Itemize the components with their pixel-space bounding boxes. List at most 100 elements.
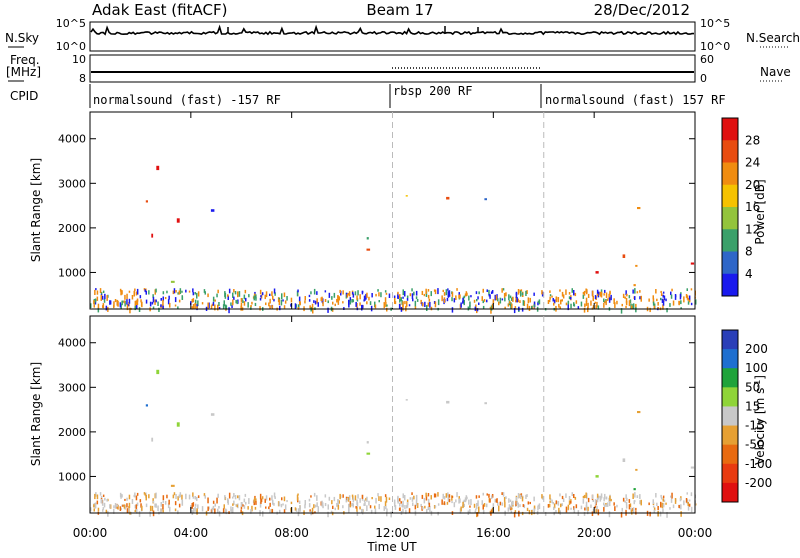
power-ground-echo (196, 292, 198, 299)
velocity-ground-echo (283, 496, 286, 502)
velocity-ground-echo (304, 504, 306, 509)
power-ground-echo (652, 298, 655, 304)
power-ground-echo (686, 288, 688, 291)
power-ground-echo (629, 299, 632, 304)
velocity-ground-echo (281, 497, 283, 501)
velocity-ground-echo (333, 496, 336, 502)
power-ground-echo (655, 289, 657, 294)
velocity-ground-echo (402, 505, 404, 508)
velocity-ground-echo (437, 503, 440, 506)
velocity-ground-echo (553, 511, 555, 516)
velocity-ground-echo (526, 494, 528, 497)
power-ground-echo (448, 290, 451, 296)
power-ground-echo (236, 300, 238, 305)
power-ground-echo (509, 295, 512, 299)
power-ground-echo (212, 296, 215, 302)
power-ground-echo (192, 304, 195, 310)
power-ground-echo (255, 294, 257, 299)
velocity-ground-echo (265, 506, 267, 509)
power-ground-echo (512, 296, 514, 302)
velocity-ground-echo (640, 499, 642, 506)
velocity-ground-echo (560, 503, 562, 508)
power-ground-echo (359, 294, 361, 300)
velocity-ground-echo (361, 508, 364, 515)
velocity-ground-echo (232, 496, 234, 499)
velocity-ground-echo (606, 502, 609, 507)
velocity-ground-echo (197, 504, 199, 509)
power-ground-echo (366, 301, 368, 305)
power-ground-echo (597, 293, 600, 298)
velocity-ground-echo (385, 506, 387, 510)
power-ground-echo (233, 289, 235, 293)
velocity-ground-echo (155, 503, 157, 508)
velocity-ground-echo (613, 502, 615, 506)
power-ground-echo (299, 301, 301, 305)
velocity-ground-echo (331, 500, 333, 505)
velocity-ground-echo (106, 499, 108, 502)
power-ground-echo (482, 288, 484, 293)
velocity-ground-echo (475, 508, 477, 511)
velocity-ground-echo (574, 496, 577, 500)
velocity-ground-echo (541, 494, 543, 499)
power-ground-echo (411, 293, 414, 299)
power-ground-echo (584, 303, 586, 308)
power-ground-echo (327, 300, 329, 304)
velocity-ground-echo (144, 493, 146, 496)
velocity-ground-echo (214, 503, 216, 507)
velocity-ground-echo (356, 507, 358, 512)
velocity-ground-echo (404, 495, 406, 501)
power-ground-echo (237, 291, 239, 298)
freq-panel (89, 54, 696, 83)
velocity-ground-echo (527, 501, 530, 505)
power-ground-echo (603, 303, 605, 308)
velocity-ground-echo (476, 512, 478, 518)
velocity-ground-echo (234, 495, 237, 500)
velocity-echo (637, 411, 641, 414)
velocity-colorbar-segment (722, 387, 738, 407)
velocity-ground-echo (204, 495, 206, 499)
velocity-ground-echo (423, 497, 426, 504)
velocity-ground-echo (632, 507, 635, 514)
velocity-ground-echo (349, 501, 352, 508)
velocity-ground-echo (442, 493, 444, 499)
power-ground-echo (463, 295, 466, 299)
power-ground-echo (294, 303, 297, 310)
power-ground-echo (400, 297, 402, 302)
velocity-ground-echo (551, 499, 553, 504)
velocity-ground-echo (136, 503, 139, 506)
velocity-ground-echo (508, 498, 510, 503)
velocity-ground-echo (269, 509, 271, 513)
power-ground-echo (169, 302, 171, 308)
velocity-ground-echo (446, 501, 449, 505)
velocity-ground-echo (655, 493, 657, 498)
velocity-ground-echo (596, 493, 599, 498)
velocity-ground-echo (597, 495, 600, 498)
power-colorbar-segment (722, 140, 738, 163)
velocity-ground-echo (585, 501, 588, 507)
power-ground-echo (670, 291, 672, 296)
power-ground-echo (567, 304, 569, 311)
power-ground-echo (463, 299, 465, 306)
power-ground-echo (466, 292, 468, 296)
power-ground-echo (409, 293, 412, 297)
velocity-ground-echo (208, 506, 210, 510)
power-ground-echo (559, 306, 561, 310)
velocity-ground-echo (521, 496, 524, 502)
power-ground-echo (631, 305, 633, 309)
power-ground-echo (583, 290, 586, 296)
velocity-ground-echo (522, 504, 525, 507)
power-ground-echo (497, 298, 499, 302)
power-ground-echo (94, 289, 96, 295)
power-ground-echo (250, 306, 252, 310)
velocity-ground-echo (688, 503, 691, 507)
power-ground-echo (561, 291, 564, 297)
power-ground-echo (238, 291, 241, 297)
velocity-ground-echo (255, 498, 257, 501)
velocity-ground-echo (149, 505, 152, 511)
velocity-ground-echo (519, 504, 521, 508)
power-ground-echo (553, 299, 556, 304)
velocity-ground-echo (489, 498, 491, 503)
velocity-ground-echo (468, 499, 470, 505)
velocity-ground-echo (136, 502, 139, 505)
velocity-ground-echo (297, 511, 300, 517)
